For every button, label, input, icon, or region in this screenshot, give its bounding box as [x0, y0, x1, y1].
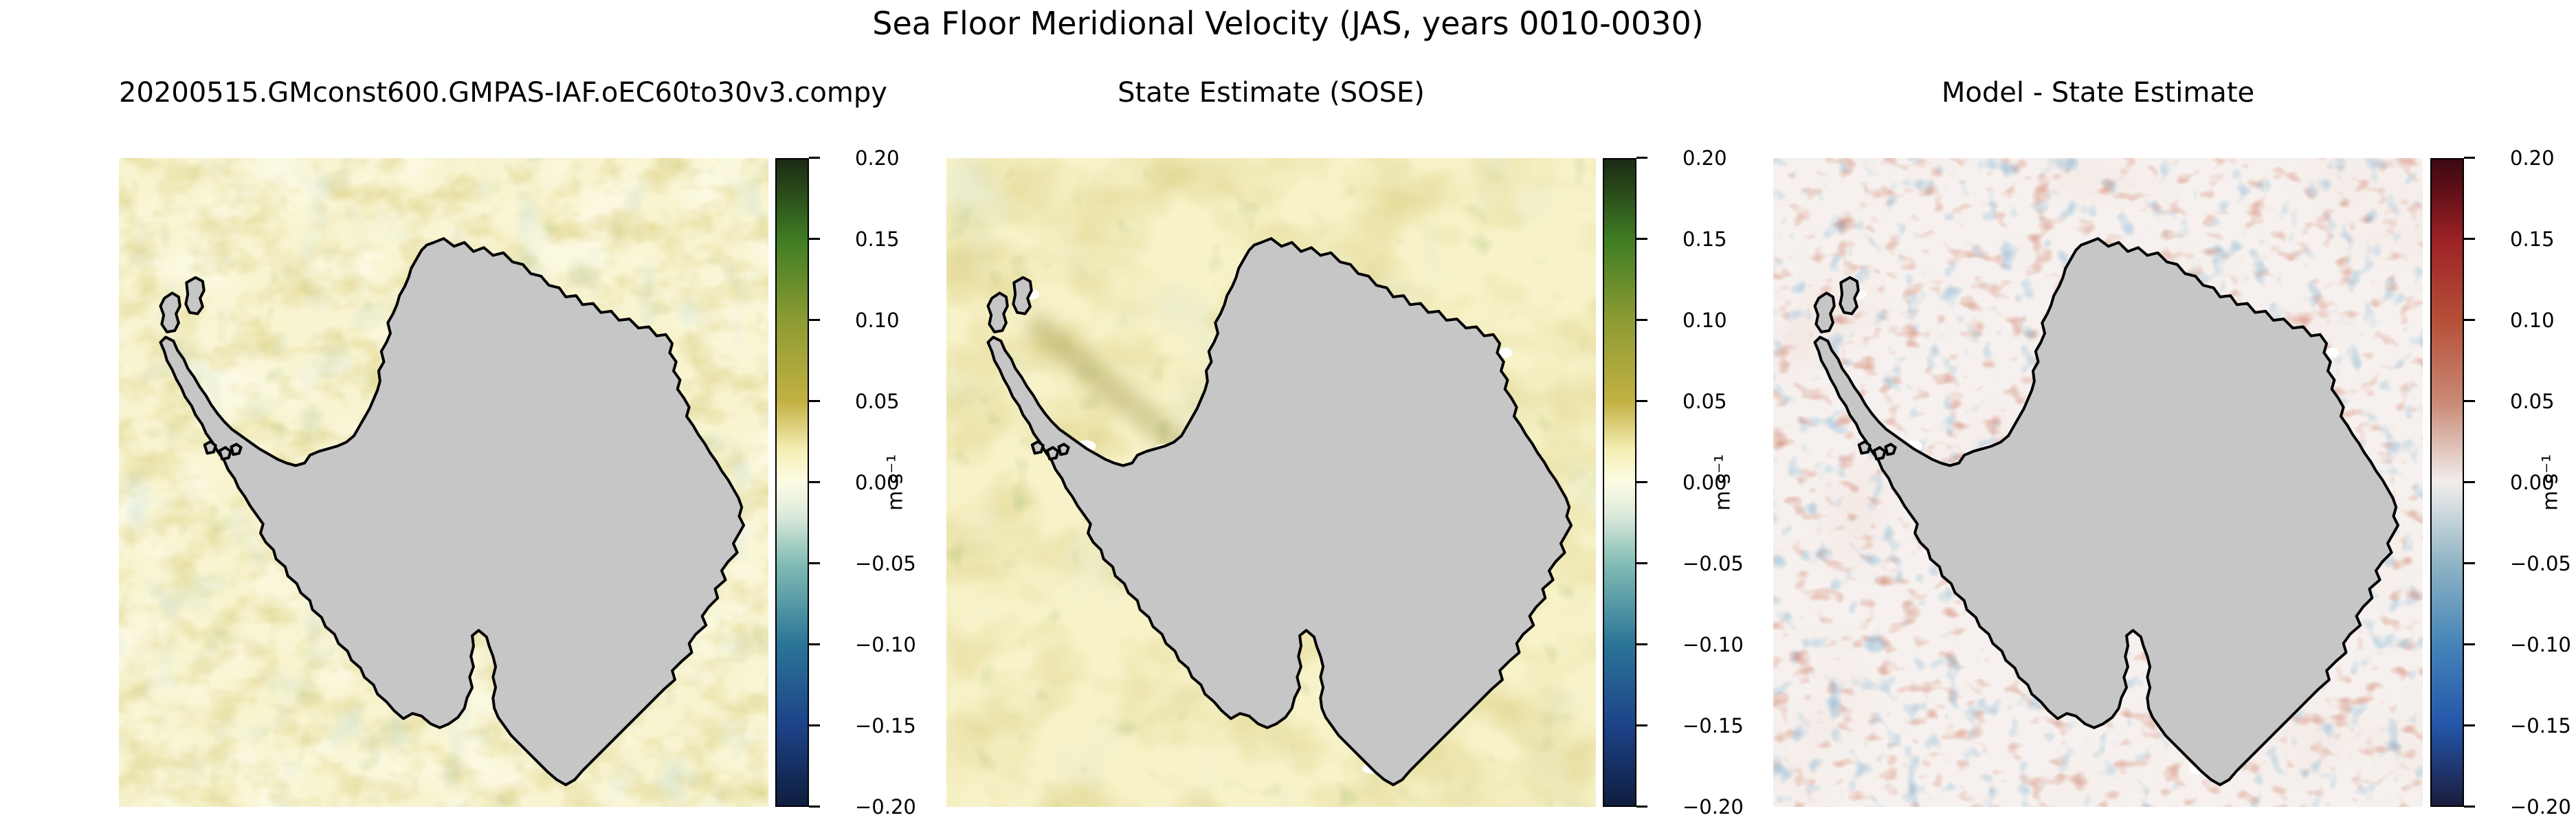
colorbar-tick-label: 0.20 — [2510, 146, 2555, 170]
map-sose-svg — [946, 158, 1596, 807]
colorbar-tick-mark — [1636, 481, 1647, 483]
panel-title-diff: Model - State Estimate — [1941, 77, 2255, 109]
colorbar-tick-label: 0.10 — [855, 309, 900, 332]
colorbar-tick-label: 0.15 — [855, 227, 900, 251]
colorbar-tick-label: −0.15 — [1683, 714, 1744, 737]
colorbar-tick-label: 0.05 — [1683, 390, 1727, 413]
colorbar-tick-label: 0.05 — [855, 390, 900, 413]
colorbar-tick-label: −0.20 — [2510, 795, 2571, 819]
colorbar-tick-label: −0.05 — [855, 552, 916, 575]
colorbar-tick-label: −0.10 — [855, 633, 916, 656]
map-diff-svg — [1773, 158, 2423, 807]
colorbar-tick-mark — [1636, 157, 1647, 159]
colorbar-tick-mark — [1636, 643, 1647, 645]
colorbar-tick-label: −0.20 — [1683, 795, 1744, 819]
colorbar-tick-mark — [2464, 238, 2475, 240]
colorbar-tick-mark — [809, 481, 820, 483]
colorbar-tick-mark — [2464, 319, 2475, 321]
colorbar-sose — [1603, 158, 1636, 807]
colorbar-tick-mark — [2464, 400, 2475, 402]
colorbar-tick-mark — [809, 400, 820, 402]
colorbar-tick-mark — [1636, 238, 1647, 240]
colorbar-tick-mark — [809, 643, 820, 645]
colorbar-tick-mark — [2464, 481, 2475, 483]
map-model-svg — [119, 158, 768, 807]
colorbar-tick-mark — [1636, 806, 1647, 808]
colorbar-tick-mark — [809, 157, 820, 159]
colorbar-tick-mark — [809, 724, 820, 726]
colorbar-tick-label: 0.10 — [1683, 309, 1727, 332]
colorbar-tick-label: 0.20 — [1683, 146, 1727, 170]
map-diff — [1773, 158, 2423, 807]
colorbar-tick-mark — [809, 319, 820, 321]
colorbar-tick-label: −0.05 — [1683, 552, 1744, 575]
colorbar-tick-label: −0.10 — [1683, 633, 1744, 656]
map-model — [119, 158, 768, 807]
colorbar-tick-label: 0.10 — [2510, 309, 2555, 332]
colorbar-tick-mark — [2464, 562, 2475, 564]
colorbar-tick-label: −0.15 — [855, 714, 916, 737]
figure-title: Sea Floor Meridional Velocity (JAS, year… — [872, 5, 1704, 42]
colorbar-tick-mark — [1636, 724, 1647, 726]
colorbar-tick-mark — [1636, 319, 1647, 321]
colorbar-tick-label: −0.10 — [2510, 633, 2571, 656]
colorbar-diff — [2430, 158, 2464, 807]
colorbar-tick-label: 0.05 — [2510, 390, 2555, 413]
colorbar-tick-mark — [2464, 724, 2475, 726]
colorbar-model — [775, 158, 809, 807]
colorbar-tick-mark — [809, 806, 820, 808]
colorbar-tick-mark — [2464, 806, 2475, 808]
colorbar-tick-label: 0.20 — [855, 146, 900, 170]
colorbar-tick-label: 0.15 — [2510, 227, 2555, 251]
colorbar-tick-label: 0.15 — [1683, 227, 1727, 251]
map-sose — [946, 158, 1596, 807]
colorbar-tick-mark — [2464, 643, 2475, 645]
colorbar-tick-mark — [1636, 400, 1647, 402]
colorbar-tick-mark — [2464, 157, 2475, 159]
colorbar-tick-mark — [809, 562, 820, 564]
colorbar-tick-mark — [1636, 562, 1647, 564]
colorbar-tick-mark — [809, 238, 820, 240]
colorbar-tick-label: −0.05 — [2510, 552, 2571, 575]
colorbar-tick-label: −0.15 — [2510, 714, 2571, 737]
panel-title-model: 20200515.GMconst600.GMPAS-IAF.oEC60to30v… — [119, 77, 887, 109]
colorbar-tick-label: −0.20 — [855, 795, 916, 819]
panel-title-sose: State Estimate (SOSE) — [1118, 77, 1425, 109]
